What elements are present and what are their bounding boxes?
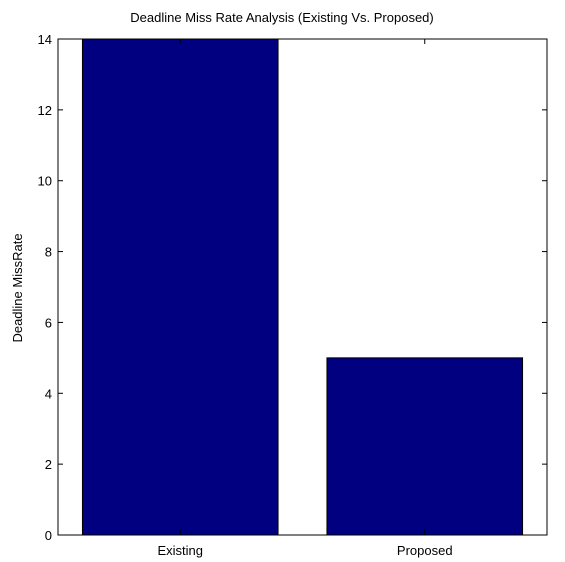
y-tick-label: 6 (45, 315, 52, 330)
y-tick-label: 14 (38, 32, 52, 47)
x-tick-label: Existing (157, 543, 203, 558)
x-tick-label: Proposed (397, 543, 453, 558)
y-tick-label: 4 (45, 386, 52, 401)
bar-proposed (326, 357, 524, 536)
y-axis-label: Deadline MissRate (10, 233, 25, 342)
y-tick-label: 2 (45, 457, 52, 472)
chart-title: Deadline Miss Rate Analysis (Existing Vs… (130, 10, 433, 25)
y-tick-label: 0 (45, 528, 52, 543)
axes-frame (57, 38, 548, 536)
y-tick-label: 8 (45, 245, 52, 260)
y-tick-label: 10 (38, 174, 52, 189)
bar-existing (81, 38, 279, 536)
plot-area: Existing Proposed 0 2 4 6 8 10 12 14 (38, 32, 548, 558)
y-tick-label: 12 (38, 103, 52, 118)
